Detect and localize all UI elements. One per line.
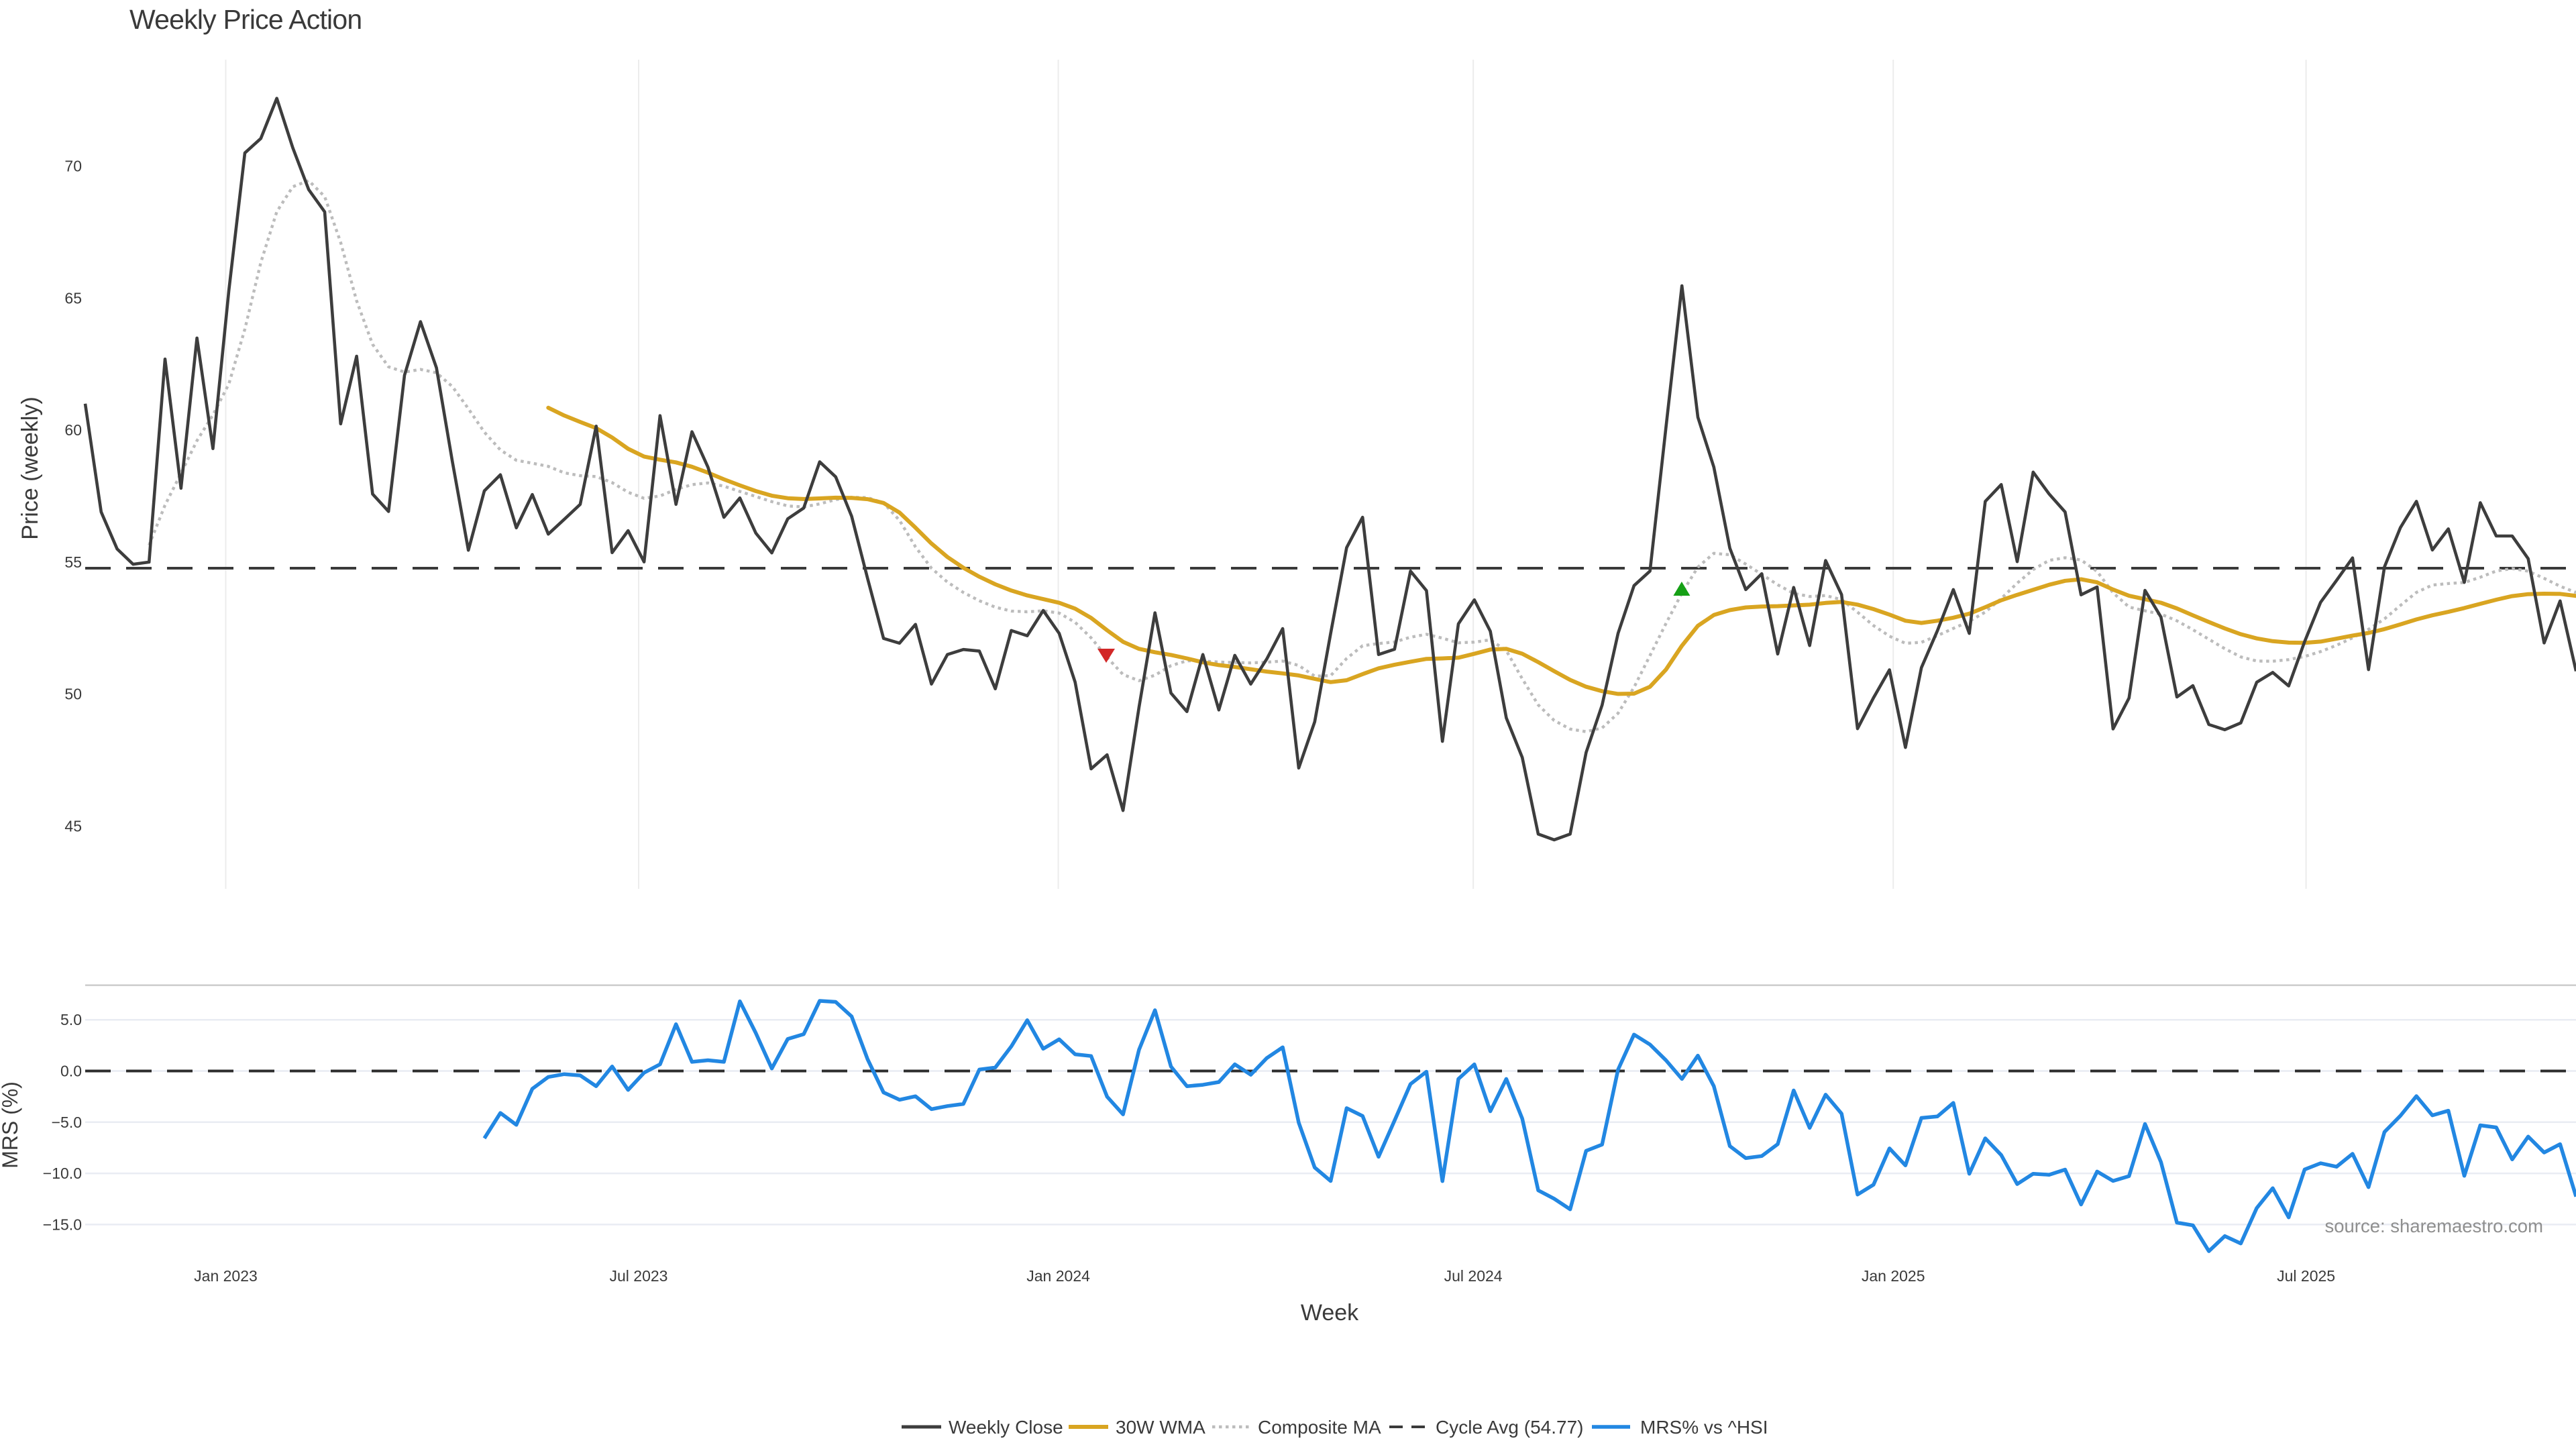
svg-text:Week: Week: [1301, 1300, 1359, 1326]
svg-text:45: 45: [64, 817, 82, 835]
svg-text:Jul 2024: Jul 2024: [1444, 1267, 1503, 1285]
svg-text:5.0: 5.0: [60, 1011, 82, 1028]
svg-text:Jan 2024: Jan 2024: [1026, 1267, 1090, 1285]
svg-text:Jan 2023: Jan 2023: [194, 1267, 258, 1285]
svg-text:MRS% vs ^HSI: MRS% vs ^HSI: [1640, 1417, 1768, 1438]
svg-text:0.0: 0.0: [60, 1063, 82, 1080]
svg-text:−10.0: −10.0: [43, 1165, 82, 1182]
svg-text:60: 60: [64, 421, 82, 439]
svg-text:Weekly Price Action: Weekly Price Action: [129, 4, 362, 35]
svg-text:70: 70: [64, 158, 82, 175]
svg-text:55: 55: [64, 553, 82, 571]
svg-text:Weekly Close: Weekly Close: [949, 1417, 1063, 1438]
svg-text:50: 50: [64, 686, 82, 703]
svg-text:−15.0: −15.0: [43, 1216, 82, 1233]
svg-text:Jul 2025: Jul 2025: [2277, 1267, 2335, 1285]
svg-text:MRS (%): MRS (%): [0, 1081, 22, 1169]
svg-text:Price (weekly): Price (weekly): [17, 396, 43, 539]
svg-text:65: 65: [64, 289, 82, 307]
svg-text:source: sharemaestro.com: source: sharemaestro.com: [2324, 1216, 2543, 1236]
svg-text:Jan 2025: Jan 2025: [1862, 1267, 1925, 1285]
svg-text:Cycle Avg (54.77): Cycle Avg (54.77): [1436, 1417, 1584, 1438]
svg-text:−5.0: −5.0: [52, 1114, 82, 1131]
svg-text:Composite MA: Composite MA: [1258, 1417, 1381, 1438]
svg-text:Jul 2023: Jul 2023: [610, 1267, 668, 1285]
svg-text:30W WMA: 30W WMA: [1116, 1417, 1205, 1438]
